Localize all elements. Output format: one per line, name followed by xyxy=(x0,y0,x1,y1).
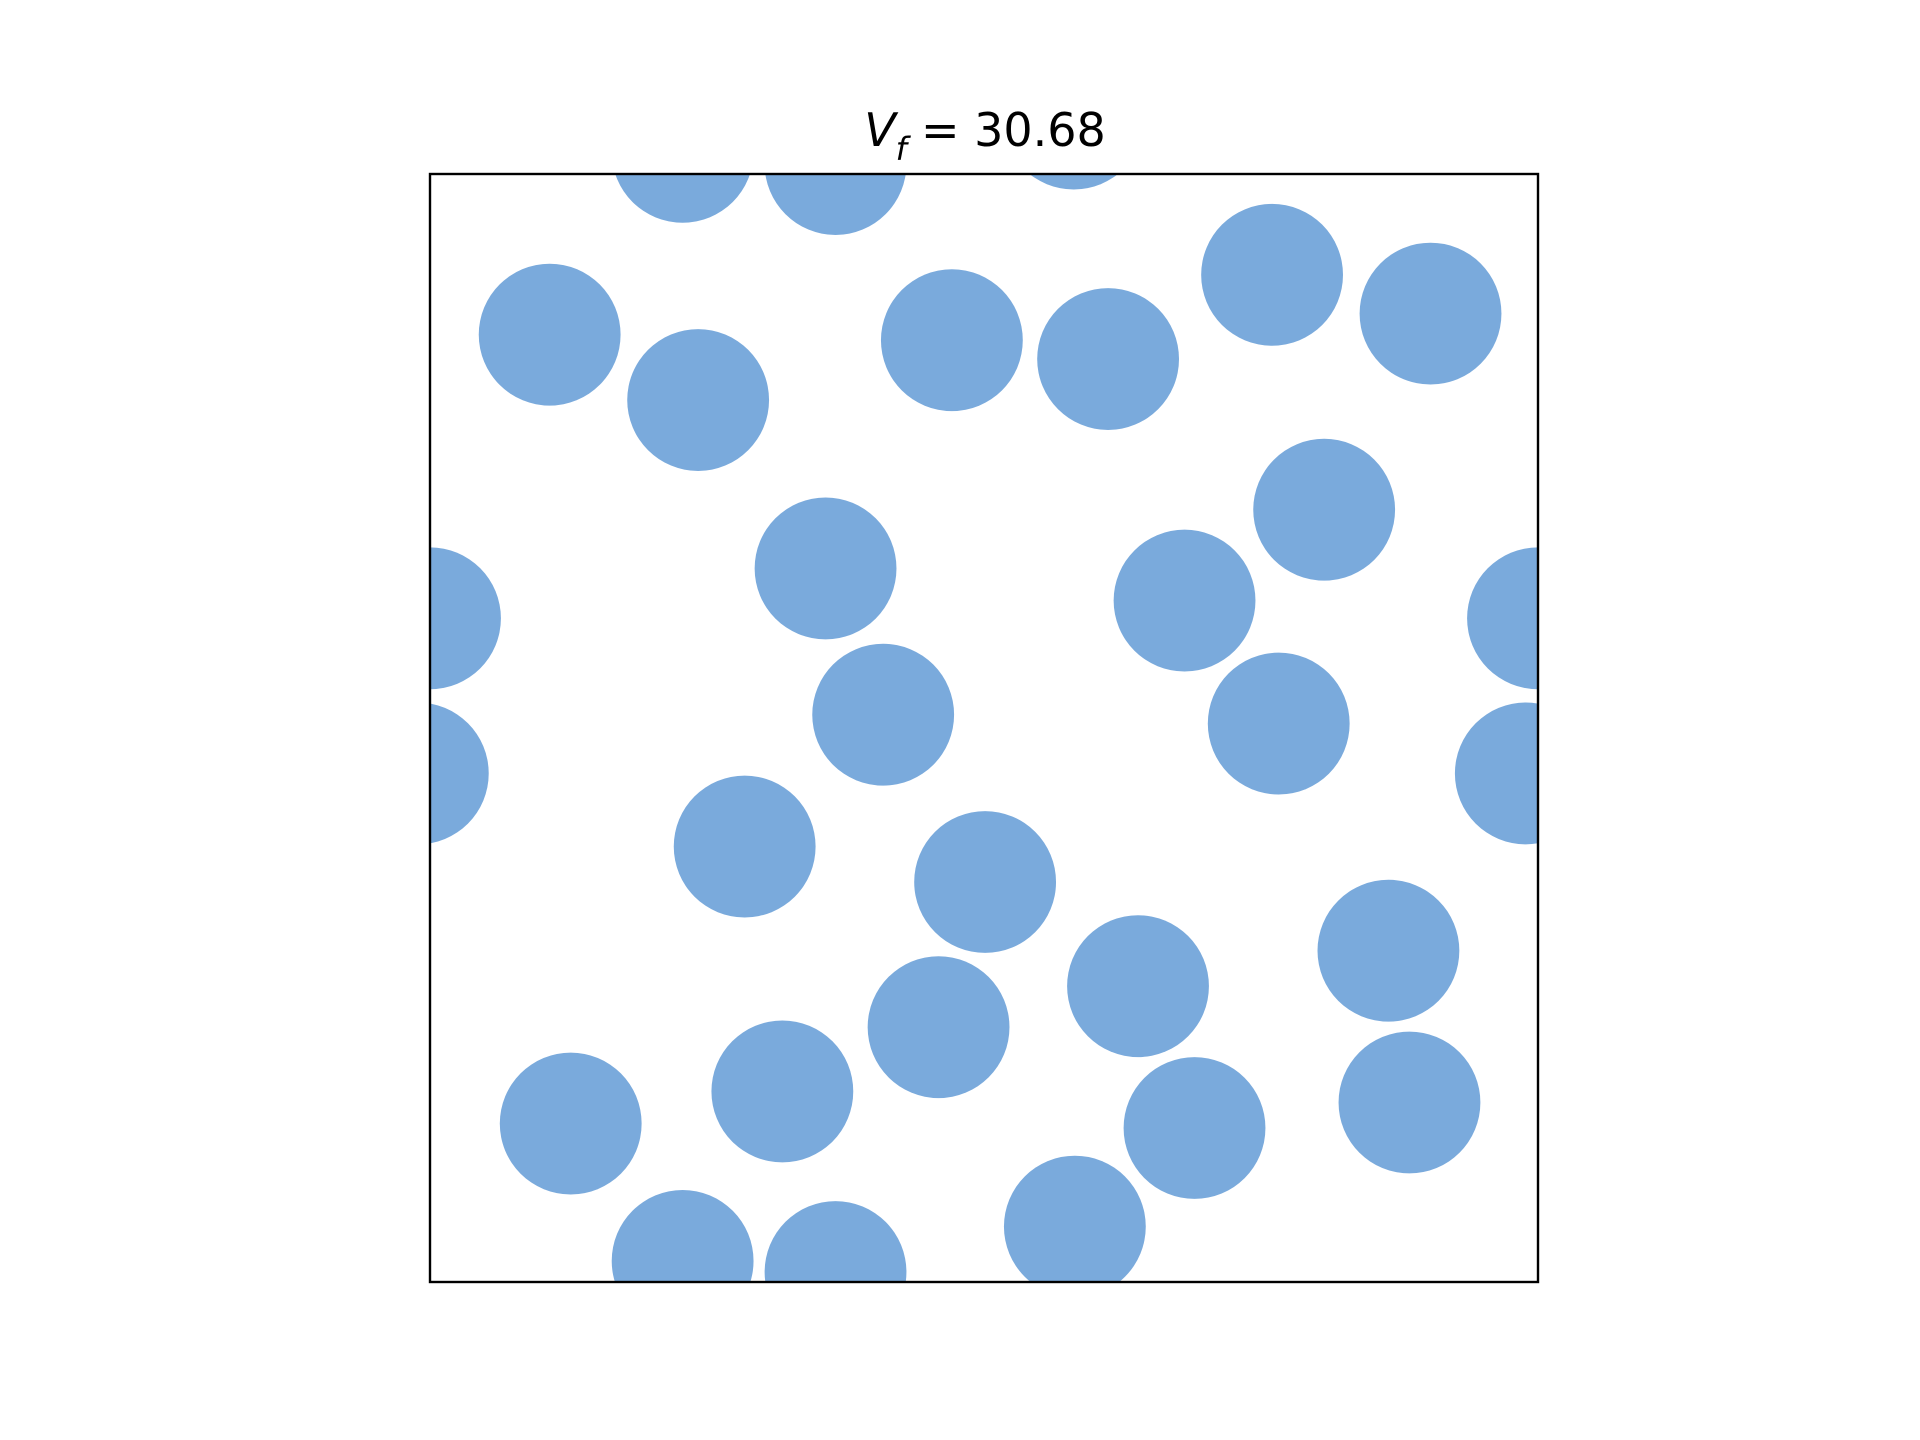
fiber xyxy=(1454,702,1538,845)
fiber xyxy=(1253,438,1396,581)
title-text: = 30.68 xyxy=(921,103,1106,157)
fiber xyxy=(1037,288,1180,430)
fiber xyxy=(711,1020,854,1163)
fiber xyxy=(430,547,501,690)
fiber xyxy=(673,775,816,918)
fiber xyxy=(880,269,1023,412)
fiber xyxy=(1467,547,1538,690)
fiber xyxy=(867,956,1010,1099)
fiber xyxy=(754,497,897,640)
fiber xyxy=(1201,203,1343,346)
fiber xyxy=(764,1201,907,1282)
fiber xyxy=(1317,879,1460,1022)
fiber xyxy=(812,643,955,786)
fiber xyxy=(1003,1155,1146,1282)
fiber xyxy=(430,703,489,844)
fiber xyxy=(499,1052,642,1195)
fiber xyxy=(1123,1057,1266,1199)
fiber xyxy=(1029,174,1118,190)
fiber xyxy=(627,329,770,471)
fiber xyxy=(478,263,621,406)
title-subscript: f xyxy=(896,130,912,168)
fiber xyxy=(1338,1031,1481,1174)
chart-title: Vf = 30.68 xyxy=(864,103,1106,168)
fiber xyxy=(1113,529,1256,672)
fiber xyxy=(1359,242,1502,385)
fiber xyxy=(611,1190,754,1282)
fiber xyxy=(914,811,1057,953)
plot-area xyxy=(430,174,1538,1282)
fiber xyxy=(1207,652,1350,795)
fiber xyxy=(1067,915,1209,1058)
fiber xyxy=(615,174,750,223)
title-symbol: V xyxy=(864,103,899,157)
fiber xyxy=(765,174,906,235)
plot-frame xyxy=(428,172,1540,1284)
